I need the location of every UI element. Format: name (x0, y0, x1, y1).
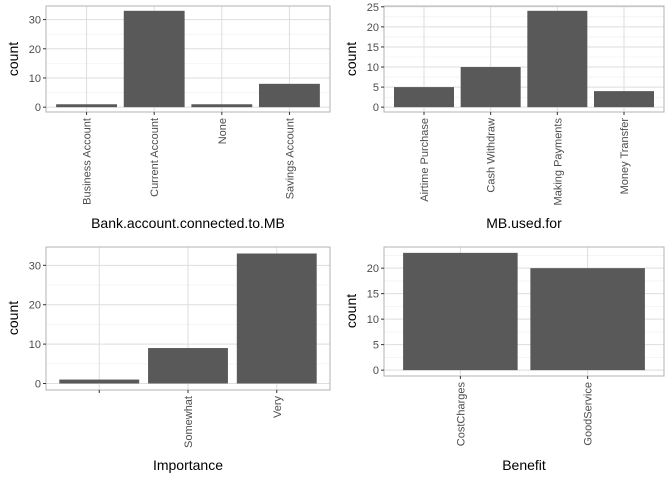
y-tick-label: 15 (367, 289, 379, 301)
x-axis-title: MB.used.for (486, 215, 562, 231)
x-tick-label: Current Account (149, 118, 161, 197)
y-axis-title: count (343, 42, 359, 76)
x-tick-label: Cash Withdraw (486, 118, 498, 193)
y-tick-label: 10 (367, 62, 379, 74)
bar-blank (59, 379, 140, 384)
y-tick-label: 0 (373, 102, 379, 114)
panel-border (383, 5, 665, 113)
x-tick-label: None (217, 118, 229, 144)
chart-panel-1: 0 10 20 30 Business Account Current Account No… (5, 5, 331, 231)
y-tick-label: 0 (35, 379, 41, 391)
x-tick-label: CostCharges (455, 382, 467, 447)
bar-none (191, 104, 253, 108)
y-tick-label: 10 (29, 339, 41, 351)
panel-border (383, 246, 665, 377)
bar-current-account (123, 10, 185, 108)
bar-savings-account (259, 83, 320, 108)
bar-airtime-purchase (394, 87, 454, 108)
y-tick-label: 20 (29, 300, 41, 312)
y-tick-label: 15 (367, 42, 379, 54)
x-tick-label: Money Transfer (619, 118, 631, 195)
x-tick-label: Business Account (82, 118, 94, 205)
y-tick-label: 0 (373, 365, 379, 377)
bar-goodservice (530, 268, 645, 371)
y-tick-label: 0 (35, 102, 41, 114)
bar-money-transfer (594, 91, 654, 108)
x-tick-label: GoodService (583, 382, 595, 446)
x-tick-label: Somewhat (183, 396, 195, 448)
bar-costcharges (403, 252, 518, 371)
x-tick-label: Making Payments (552, 118, 564, 206)
x-tick-label: Savings Account (284, 118, 296, 199)
bar-very (236, 253, 317, 384)
bar-business-account (56, 104, 117, 108)
bar-somewhat (148, 348, 228, 384)
y-tick-label: 5 (373, 82, 379, 94)
panel-border (45, 5, 331, 113)
chart-panel-4: 0 5 10 15 20 CostCharges GoodService Benefit cou… (343, 246, 665, 473)
bar-making-payments (527, 10, 588, 108)
y-axis-title: count (5, 42, 21, 76)
chart-panel-3: 0 10 20 30 Somewhat Very Importance count (5, 246, 331, 473)
x-tick-label: Airtime Purchase (419, 118, 431, 202)
y-tick-label: 10 (29, 73, 41, 85)
chart-panel-2: 0 5 10 15 20 25 Airtime Purchase Cash Withdraw M… (343, 2, 665, 231)
y-tick-label: 20 (29, 44, 41, 56)
x-tick-label: Very (272, 396, 284, 419)
y-tick-label: 10 (367, 314, 379, 326)
y-tick-label: 20 (367, 263, 379, 275)
y-tick-label: 30 (29, 260, 41, 272)
y-tick-label: 5 (373, 340, 379, 352)
y-axis-title: count (5, 301, 21, 335)
y-tick-label: 30 (29, 15, 41, 27)
x-axis-title: Benefit (502, 457, 546, 473)
x-axis-title: Importance (153, 457, 223, 473)
bar-cash-withdraw (460, 67, 521, 108)
x-axis-title: Bank.account.connected.to.MB (91, 215, 285, 231)
y-axis-title: count (343, 294, 359, 328)
y-tick-label: 25 (367, 2, 379, 14)
y-tick-label: 20 (367, 22, 379, 34)
